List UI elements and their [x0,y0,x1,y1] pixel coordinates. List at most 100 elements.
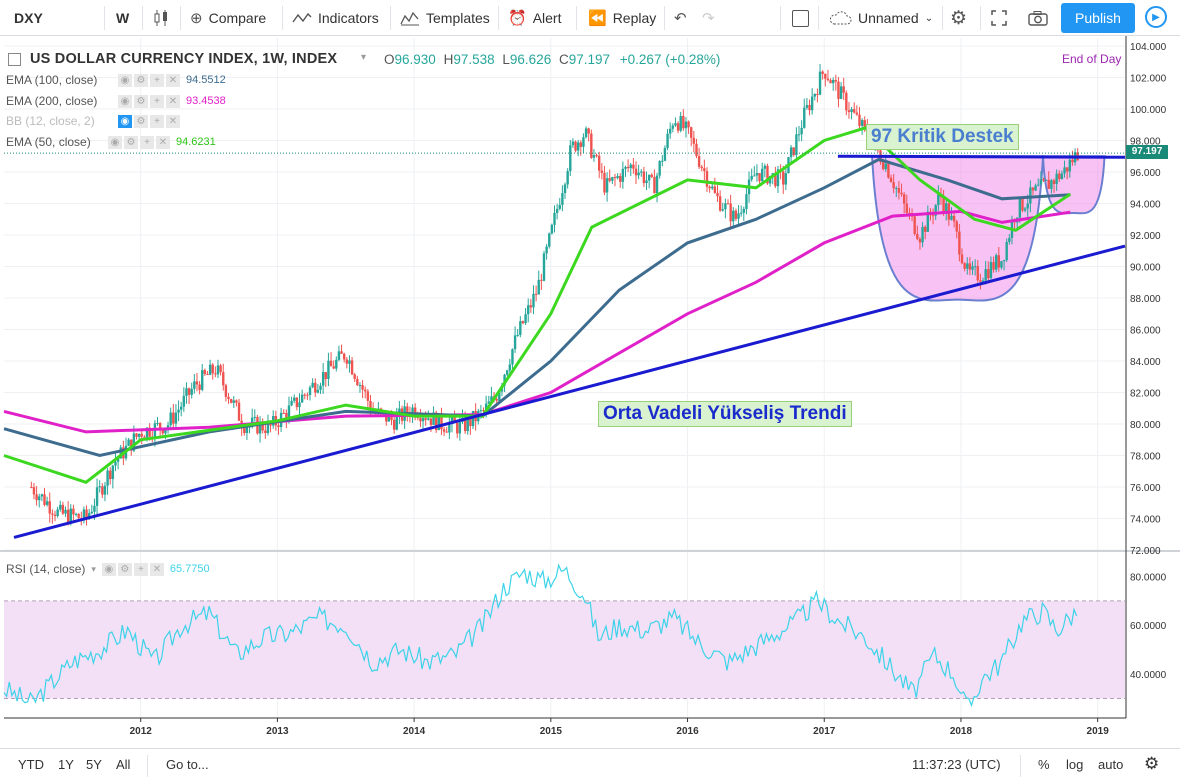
save-layout-button[interactable]: Unnamed ⌄ [828,0,933,36]
indicator-controls[interactable]: ◉ ⚙ + ✕ [118,114,180,128]
legend-rsi[interactable]: RSI (14, close) ▾ ◉ ⚙ + ✕ 65.7750 [6,562,210,576]
time-tick-label: 2012 [130,726,153,737]
candle-body [611,177,614,181]
chart-type-button[interactable] [152,0,170,36]
candle-body [169,412,172,426]
redo-button[interactable]: ↷ [702,0,715,36]
candle-body [1055,173,1058,184]
candle-body [1018,198,1022,218]
candle-body [826,78,830,81]
bottom-toolbar: YTD 1Y 5Y All Go to... 11:37:23 (UTC) % … [0,748,1180,782]
candle-body [619,175,622,182]
candle-body [674,123,677,126]
candle-body [831,79,835,84]
candle-body [705,171,709,187]
o-label: O [384,52,395,67]
candle-body [337,351,341,360]
candle-body [613,177,617,179]
candle-body [127,439,130,446]
candle-body [503,374,506,386]
legend-ema200[interactable]: EMA (200, close) ◉ ⚙ + ✕ 93.4538 [6,94,226,108]
gear-icon[interactable]: ⚙ [1144,754,1160,773]
indicator-controls[interactable]: ◉ ⚙ + ✕ [101,562,164,576]
range-1y[interactable]: 1Y [58,757,74,772]
support-line[interactable] [837,154,1126,159]
legend-ema50[interactable]: EMA (50, close) ◉ ⚙ + ✕ 94.6231 [6,135,216,149]
range-ytd[interactable]: YTD [18,757,44,772]
candle-body [235,400,238,403]
candle-body [456,422,459,434]
candle-body [190,388,193,395]
play-button[interactable]: ▶ [1145,6,1167,28]
rsi-tick-label: 60.0000 [1130,621,1167,632]
goto-button[interactable]: Go to... [166,757,209,772]
range-5y[interactable]: 5Y [86,757,102,772]
candle-body [923,226,927,232]
divider [147,755,148,777]
axes: 104.000 102.000 100.000 98.000 96.000 94.000 9… [4,36,1167,737]
camera-icon [1028,11,1048,26]
layout-button[interactable] [792,0,809,36]
trend-line[interactable] [13,244,1126,539]
chevron-down-icon[interactable]: ▾ [361,52,367,63]
indicator-controls[interactable]: ◉ ⚙ + ✕ [108,135,170,149]
settings-button[interactable]: ⚙ [950,0,967,36]
candle-body [592,155,596,158]
h-label: H [443,52,454,67]
compare-button[interactable]: ⊕ Compare [190,0,266,36]
candle-body [805,105,809,108]
templates-button[interactable]: Templates [400,0,490,36]
indicator-controls[interactable]: ◉ ⚙ + ✕ [118,94,180,108]
indicators-button[interactable]: Indicators [292,0,379,36]
collapse-icon[interactable] [8,53,21,66]
candle-body [69,508,72,524]
candle-body [421,418,425,422]
fullscreen-icon [991,10,1007,26]
candle-body [35,494,38,501]
symbol-search[interactable]: DXY [14,0,43,36]
candle-body [287,405,291,420]
ohlc-readout: O96.930 H97.538 L96.626 C97.197 +0.267 (… [384,52,720,67]
range-all[interactable]: All [116,757,131,772]
indicator-value: 93.4538 [186,95,226,107]
publish-button[interactable]: Publish [1061,3,1135,33]
candle-body [353,374,356,379]
candle-body [395,415,398,430]
legend-bb[interactable]: BB (12, close, 2) ◉ ⚙ + ✕ [6,114,180,128]
replay-button[interactable]: ⏪ Replay [588,0,656,36]
candle-body [237,402,241,421]
candle-body [842,86,845,93]
l-value: 96.626 [509,52,552,67]
candle-body [521,321,525,324]
snapshot-button[interactable] [1028,0,1048,36]
alert-button[interactable]: ⏰ Alert [508,0,561,36]
candle-body [837,81,840,99]
candle-body [776,169,780,187]
candle-body [616,175,619,179]
support-annotation[interactable]: 97 Kritik Destek [866,124,1019,150]
cloud-icon [829,11,852,25]
candle-body [1060,173,1064,180]
candle-body [285,412,288,420]
candle-body [130,439,133,451]
price-tick-label: 96.000 [1130,168,1161,179]
log-toggle[interactable]: log [1066,757,1084,772]
fullscreen-button[interactable] [990,0,1008,36]
chart-canvas[interactable]: 104.000 102.000 100.000 98.000 96.000 94.000 9… [0,36,1180,748]
percent-toggle[interactable]: % [1038,757,1050,772]
candle-body [555,208,559,213]
auto-toggle[interactable]: auto [1098,757,1124,772]
candle-body [211,364,214,374]
divider [576,6,577,30]
indicator-controls[interactable]: ◉ ⚙ + ✕ [118,73,180,87]
legend-ema100[interactable]: EMA (100, close) ◉ ⚙ + ✕ 94.5512 [6,73,226,87]
candle-body [1068,159,1071,172]
candle-body [758,173,761,182]
candle-body [784,173,788,185]
trend-annotation[interactable]: Orta Vadeli Yükseliş Trendi [598,401,852,427]
candle-body [671,125,675,129]
undo-button[interactable]: ↶ [674,0,687,36]
interval-button[interactable]: W [116,0,129,36]
candle-body [85,509,88,518]
candle-body [858,114,861,126]
